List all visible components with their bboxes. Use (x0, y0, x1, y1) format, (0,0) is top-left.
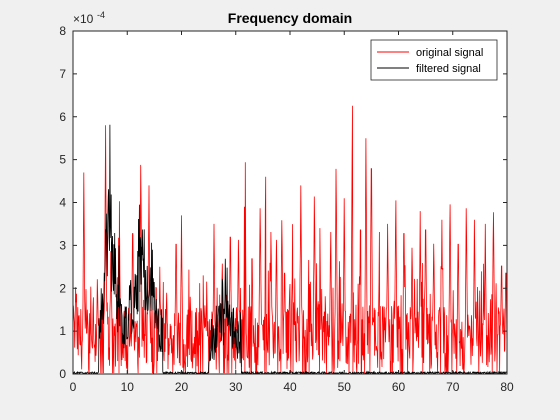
y-tick-label: 0 (59, 367, 66, 381)
y-exponent-base: ×10 (73, 12, 94, 26)
y-tick-label: 5 (59, 153, 66, 167)
y-exponent-label: ×10 -4 (73, 10, 105, 26)
y-tick-label: 8 (59, 24, 66, 38)
x-tick-label: 40 (283, 380, 297, 394)
x-tick-label: 10 (121, 380, 135, 394)
legend-box (370, 39, 498, 81)
y-exponent-power: -4 (97, 10, 105, 20)
y-tick-label: 1 (59, 324, 66, 338)
x-tick-label: 80 (500, 380, 514, 394)
legend: original signal filtered signal (370, 39, 498, 81)
y-tick-label: 3 (59, 238, 66, 252)
y-tick-label: 4 (59, 196, 66, 210)
legend-label-filtered: filtered signal (416, 63, 481, 75)
x-tick-label: 0 (70, 380, 77, 394)
x-tick-label: 70 (446, 380, 460, 394)
legend-label-original: original signal (416, 47, 483, 59)
x-tick-label: 20 (175, 380, 189, 394)
chart-title: Frequency domain (228, 10, 352, 26)
y-tick-label: 6 (59, 110, 66, 124)
y-tick-label: 2 (59, 281, 66, 295)
x-tick-label: 30 (229, 380, 243, 394)
x-tick-label: 60 (392, 380, 406, 394)
y-tick-label: 7 (59, 67, 66, 81)
ticks-layer: 0 10 20 30 40 50 60 70 80 0 1 2 3 4 5 6 7 8 (59, 24, 514, 394)
x-tick-label: 50 (338, 380, 352, 394)
